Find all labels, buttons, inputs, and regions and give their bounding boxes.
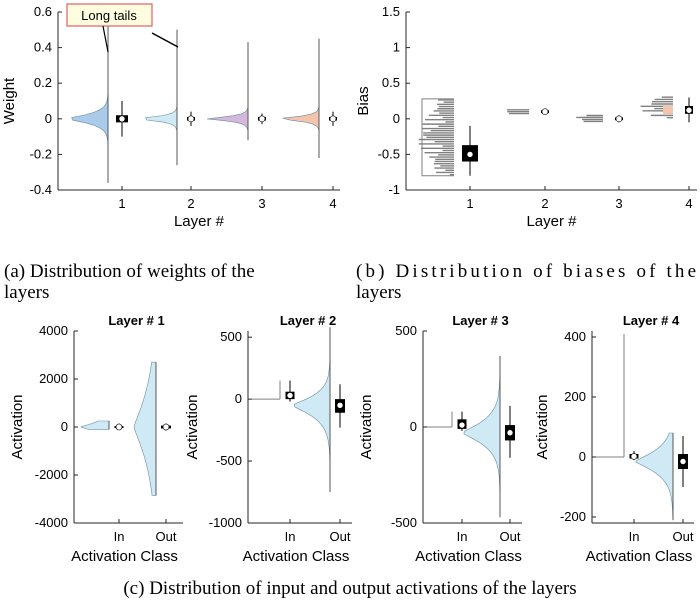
caption-a-line2: layers <box>4 282 49 303</box>
weights-layer1-median <box>118 115 126 123</box>
weights-ytick-label: -0.4 <box>30 182 52 197</box>
weights-annotation-arrow <box>151 32 179 48</box>
act1-title: Layer # 1 <box>108 313 164 328</box>
act3-xlabel: Activation Class <box>415 548 522 565</box>
biases-layer2-median <box>541 108 549 115</box>
caption-c: (c) Distribution of input and output act… <box>123 578 576 599</box>
biases-ytick-label: -0.5 <box>378 146 400 161</box>
act2-title: Layer # 2 <box>280 313 336 328</box>
act1-xtick-label: Out <box>156 529 177 544</box>
weights-layer3-median <box>258 115 266 123</box>
act2-out-violin <box>293 327 331 493</box>
biases-ytick-label: -1 <box>388 182 400 197</box>
weights-ytick-label: 0.4 <box>34 40 52 55</box>
weights-layer2-violin <box>145 29 178 166</box>
weights-xlabel: Layer # <box>174 213 225 230</box>
weights-xtick-label: 3 <box>258 196 265 211</box>
act4-ytick-label: 400 <box>564 329 586 344</box>
weights-annotation: Long tails <box>81 8 137 23</box>
act1-ytick-label: 2000 <box>39 371 68 386</box>
weights-ytick-label: 0.6 <box>34 4 52 19</box>
biases-ytick-label: 1 <box>393 40 400 55</box>
weights-layer4-median <box>329 115 337 123</box>
act4-out-violin <box>635 432 674 521</box>
biases-ytick-label: 0 <box>393 111 400 126</box>
act1-ytick-label: -4000 <box>35 515 68 530</box>
caption-b-line2: layers <box>356 282 401 303</box>
act2-xlabel: Activation Class <box>243 548 350 565</box>
act4-ytick-label: -200 <box>560 509 586 524</box>
act1-ytick-label: -2000 <box>35 467 68 482</box>
act1-out-median <box>162 423 170 431</box>
biases-layer1-median <box>466 151 474 158</box>
act4-ylabel: Activation <box>534 394 551 459</box>
act4-out-median <box>679 458 687 465</box>
act2-ytick-label: 500 <box>220 329 242 344</box>
biases-ylabel: Bias <box>355 86 372 115</box>
act2-xtick-label: In <box>285 529 296 544</box>
act2-ytick-label: -500 <box>216 453 242 468</box>
weights-layer2-median <box>187 115 195 123</box>
act4-xtick-label: In <box>629 529 640 544</box>
act1-xtick-label: In <box>114 529 125 544</box>
act3-xtick-label: In <box>457 529 468 544</box>
weights-annotation-box <box>66 3 153 27</box>
biases-layer3-median <box>615 115 623 123</box>
weights-xtick-label: 2 <box>187 196 194 211</box>
act3-ytick-label: -500 <box>391 515 417 530</box>
act4-xlabel: Activation Class <box>586 548 693 565</box>
act3-ylabel: Activation <box>358 394 375 459</box>
act1-ytick-label: 0 <box>61 419 68 434</box>
caption-b-line1: (b) Distribution of biases of the <box>356 261 696 282</box>
act3-title: Layer # 3 <box>452 313 508 328</box>
weights-ytick-label: -0.2 <box>30 146 52 161</box>
act2-ytick-label: 0 <box>235 391 242 406</box>
weights-ytick-label: 0 <box>45 111 52 126</box>
weights-ytick-label: 0.2 <box>34 75 52 90</box>
act2-ylabel: Activation <box>184 394 201 459</box>
weights-layer1-violin <box>71 26 109 183</box>
act4-xtick-label: Out <box>673 529 694 544</box>
act4-title: Layer # 4 <box>623 313 680 328</box>
weights-layer4-violin <box>282 38 320 158</box>
act1-xlabel: Activation Class <box>71 548 178 565</box>
weights-xtick-label: 4 <box>329 196 336 211</box>
act3-ytick-label: 0 <box>410 419 417 434</box>
act2-xtick-label: Out <box>330 529 351 544</box>
act1-ytick-label: 4000 <box>39 323 68 338</box>
act1-in-violin <box>80 420 110 430</box>
act1-ylabel: Activation <box>9 394 26 459</box>
caption-a-line1: (a) Distribution of weights of the <box>4 261 255 282</box>
biases-layer4-shade <box>663 105 673 114</box>
weights-ylabel: Weight <box>1 77 18 124</box>
act4-in-median <box>630 453 638 460</box>
biases-layer1-hist-outline <box>421 98 454 177</box>
biases-xtick-label: 3 <box>615 196 622 211</box>
biases-xlabel: Layer # <box>526 213 577 230</box>
act3-xtick-label: Out <box>500 529 521 544</box>
act3-out-violin <box>463 355 501 518</box>
biases-ytick-label: 0.5 <box>382 75 400 90</box>
biases-layer4-median <box>685 106 693 114</box>
act2-in-median <box>286 392 294 399</box>
biases-xtick-label: 4 <box>685 196 692 211</box>
biases-ytick-label: 1.5 <box>382 4 400 19</box>
act2-ytick-label: -1000 <box>209 515 242 530</box>
act3-out-median <box>506 429 514 437</box>
act3-ytick-label: 500 <box>395 323 417 338</box>
biases-xtick-label: 2 <box>541 196 548 211</box>
biases-xtick-label: 1 <box>466 196 473 211</box>
weights-xtick-label: 1 <box>118 196 125 211</box>
act3-in-median <box>458 421 466 429</box>
act4-ytick-label: 200 <box>564 389 586 404</box>
weights-layer3-violin <box>207 42 249 141</box>
act4-ytick-label: 0 <box>579 449 586 464</box>
act1-out-violin <box>133 361 157 496</box>
act2-out-median <box>336 402 344 409</box>
act1-in-median <box>115 423 123 431</box>
weights-annotation-arrow <box>102 25 109 53</box>
